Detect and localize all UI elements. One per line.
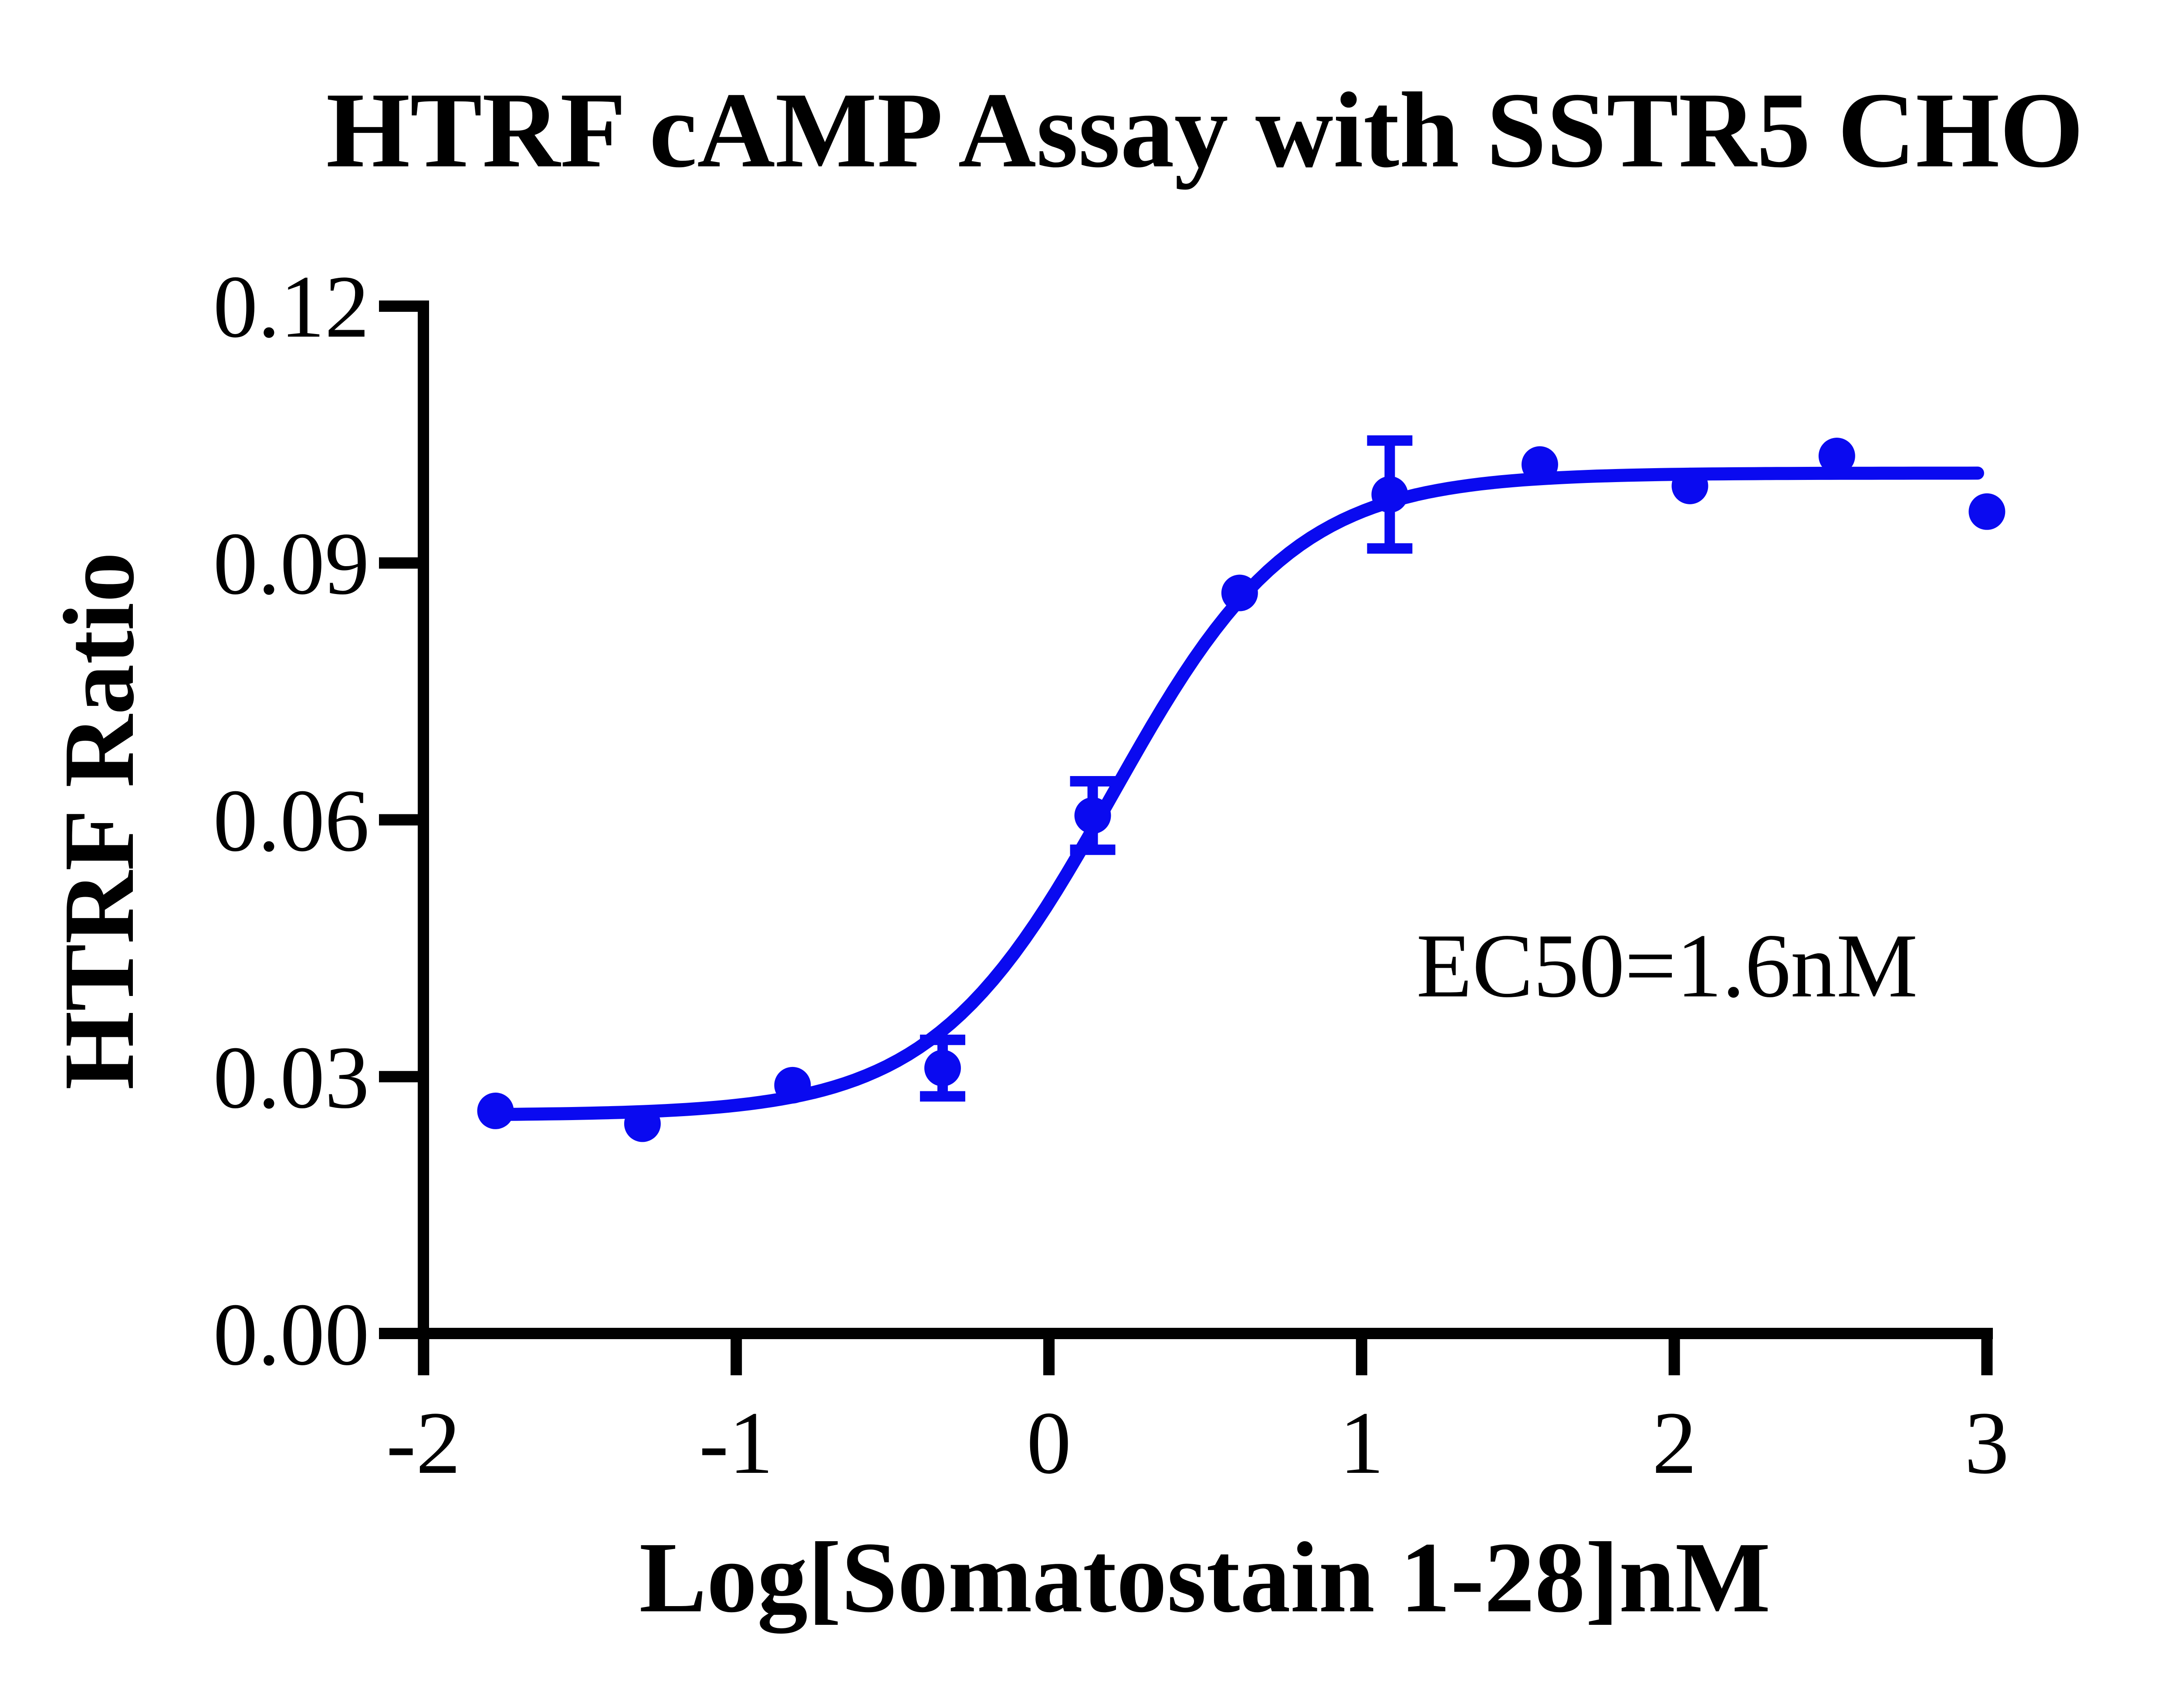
data-point (924, 1050, 961, 1087)
fit-curve (489, 466, 1984, 1121)
data-point (1371, 476, 1408, 513)
y-tick-label: 0.12 (213, 257, 369, 356)
ec50-annotation: EC50=1.6nM (1416, 915, 1918, 1016)
data-point (624, 1105, 661, 1142)
data-point (1671, 467, 1708, 504)
data-point (477, 1092, 514, 1129)
x-tick-label: 3 (1965, 1394, 2009, 1492)
x-tick-label: 0 (1027, 1394, 1072, 1492)
y-axis-title: HTRF Ratio (43, 552, 155, 1090)
plot-area (477, 435, 2006, 1142)
axis-ticks (379, 300, 1993, 1375)
x-axis-title: Log[Somatostain 1-28]nM (639, 1522, 1770, 1634)
data-point (1968, 493, 2006, 530)
data-point (1818, 438, 1855, 475)
x-tick-label: 1 (1339, 1394, 1384, 1492)
data-point (1074, 797, 1111, 834)
data-point (1221, 574, 1258, 611)
data-point (1521, 446, 1558, 483)
x-tick-label: 2 (1652, 1394, 1697, 1492)
y-tick-label: 0.09 (213, 514, 369, 613)
y-tick-label: 0.06 (213, 771, 369, 870)
y-tick-label: 0.03 (213, 1028, 369, 1127)
x-tick-label: -2 (386, 1394, 461, 1492)
x-tick-label: -1 (699, 1394, 774, 1492)
data-point (774, 1067, 811, 1104)
chart-title: HTRF cAMP Assay with SSTR5 CHO (326, 70, 2084, 190)
y-tick-label: 0.00 (213, 1285, 369, 1384)
